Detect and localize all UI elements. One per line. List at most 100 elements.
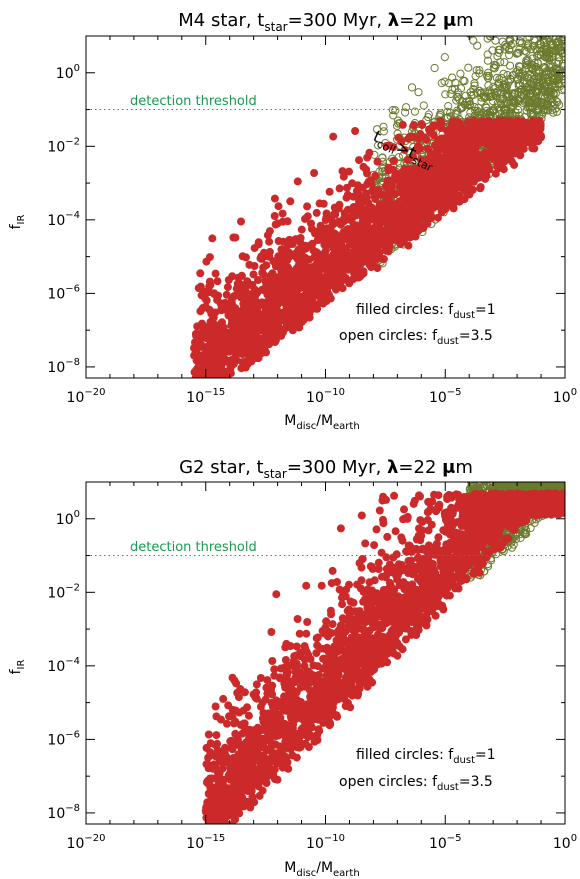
data-point-filled: [419, 224, 428, 232]
data-point-filled: [478, 133, 487, 142]
data-point-filled: [202, 363, 211, 372]
data-point-open: [505, 50, 514, 60]
data-point-filled: [371, 171, 380, 180]
data-point-filled: [461, 181, 470, 190]
data-point-open: [495, 482, 504, 486]
data-point-open: [444, 102, 453, 111]
data-point-filled: [435, 120, 444, 129]
data-point-open: [456, 104, 465, 113]
data-point-open: [470, 81, 479, 90]
data-point-filled: [428, 204, 437, 213]
data-point-filled: [286, 302, 295, 310]
data-point-filled: [254, 276, 262, 284]
data-point-filled: [483, 127, 492, 136]
data-point-filled: [293, 300, 302, 309]
data-point-open: [530, 96, 539, 105]
data-point-filled: [271, 309, 280, 318]
data-point-filled: [279, 270, 288, 279]
data-point-filled: [228, 272, 237, 281]
data-point-open: [509, 71, 518, 80]
data-point-filled: [430, 166, 439, 175]
data-point-filled: [261, 346, 270, 355]
data-point-filled: [301, 244, 310, 253]
data-point-filled: [293, 177, 302, 186]
data-point-filled: [343, 262, 352, 271]
data-point-filled: [398, 120, 407, 129]
data-point-filled: [334, 259, 343, 267]
data-point-open: [505, 61, 515, 70]
data-point-open: [555, 71, 564, 80]
data-point-filled: [418, 121, 427, 129]
data-point-filled: [330, 209, 339, 218]
x-tick-label: 10−20: [67, 387, 106, 406]
data-point-filled: [443, 149, 451, 158]
data-point-open: [534, 40, 543, 50]
data-point-filled: [421, 200, 430, 209]
data-point-open: [534, 74, 544, 83]
data-point-filled: [200, 378, 208, 386]
data-point-open: [491, 36, 500, 45]
data-point-open: [526, 103, 535, 112]
data-point-open: [545, 54, 554, 63]
data-point-open: [526, 482, 532, 483]
data-point-filled: [352, 221, 361, 230]
data-point-open: [536, 47, 546, 57]
data-point-filled: [391, 172, 400, 180]
data-point-filled: [412, 207, 421, 216]
data-point-filled: [329, 132, 338, 141]
data-point-open: [530, 482, 537, 483]
data-point-filled: [197, 340, 206, 349]
data-point-filled: [379, 255, 388, 264]
data-point-filled: [207, 337, 216, 346]
legend-filled: filled circles: fdust=1: [356, 302, 496, 321]
data-point-filled: [423, 183, 432, 192]
data-point-filled: [426, 214, 435, 223]
data-point-filled: [252, 344, 261, 353]
data-point-filled: [278, 217, 287, 226]
data-point-filled: [351, 127, 360, 135]
data-point-filled: [266, 319, 275, 327]
data-point-filled: [271, 338, 279, 346]
data-point-filled: [196, 269, 205, 278]
data-point-open: [448, 85, 457, 94]
data-point-open: [540, 63, 549, 72]
data-point-open: [464, 63, 473, 72]
x-axis-label: Mdisc/Mearth: [284, 413, 359, 432]
data-point-filled: [193, 322, 202, 331]
data-point-filled: [210, 358, 219, 367]
data-point-filled: [253, 312, 262, 321]
data-point-filled: [199, 352, 208, 361]
data-point-open: [394, 116, 403, 125]
data-point-filled: [324, 261, 333, 270]
data-point-filled: [278, 209, 287, 218]
data-point-filled: [205, 372, 214, 378]
data-point-filled: [251, 319, 260, 328]
data-point-open: [540, 36, 545, 37]
data-point-open: [457, 96, 467, 106]
data-point-open: [556, 482, 561, 483]
data-point-filled: [261, 277, 270, 285]
data-point-filled: [425, 125, 433, 134]
data-point-filled: [303, 212, 312, 221]
data-point-filled: [512, 123, 521, 132]
legend-open: open circles: fdust=3.5: [339, 328, 493, 347]
data-point-open: [533, 482, 540, 483]
data-point-filled: [274, 237, 283, 245]
data-point-open: [559, 48, 565, 57]
data-point-filled: [320, 240, 329, 249]
data-point-filled: [507, 150, 516, 159]
y-tick-label: 10−6: [47, 283, 80, 302]
data-point-filled: [195, 379, 203, 387]
data-point-filled: [218, 318, 226, 327]
data-point-open: [500, 45, 509, 54]
data-point-filled: [398, 218, 407, 227]
data-point-open: [440, 77, 449, 86]
data-point-open: [526, 36, 532, 37]
data-point-filled: [271, 220, 280, 229]
data-point-filled: [440, 189, 448, 198]
data-point-filled: [535, 120, 544, 129]
data-point-filled: [334, 204, 343, 213]
data-point-filled: [234, 273, 243, 282]
data-point-filled: [487, 148, 496, 157]
data-point-open: [536, 94, 545, 103]
